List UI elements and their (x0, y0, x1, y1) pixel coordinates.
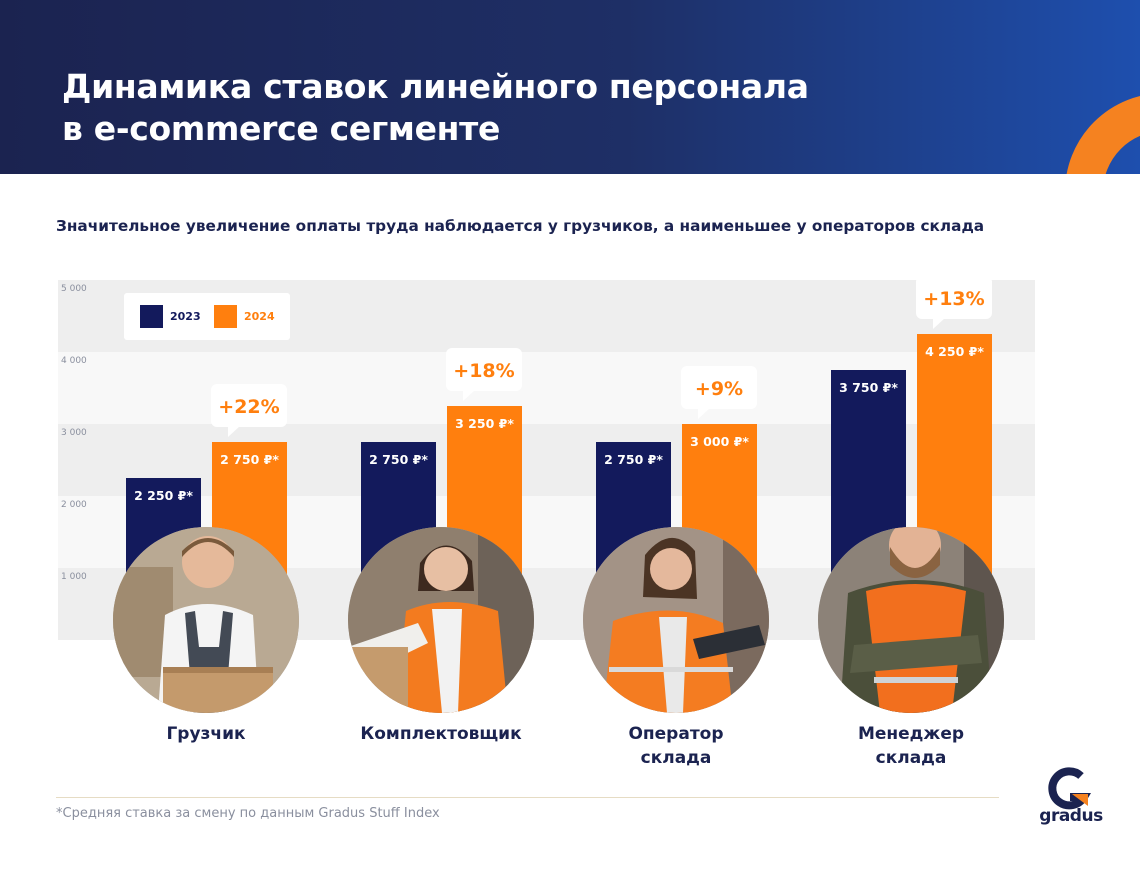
bar-value-label: 3 250 ₽* (455, 416, 514, 431)
role-label-line: Грузчик (166, 724, 246, 744)
chart-subtitle: Значительное увеличение оплаты труда наб… (56, 217, 985, 235)
role-label-menedzher: Менеджер склада (801, 722, 1021, 770)
change-label: +9% (695, 378, 743, 400)
change-callout-tail (463, 390, 475, 401)
page-title-line-2: в e-commerce сегменте (62, 109, 501, 148)
photo-komplektovshchik-icon (348, 527, 534, 713)
role-label-komplektovshchik: Комплектовщик (331, 722, 551, 746)
bar-value-label: 3 750 ₽* (839, 380, 898, 395)
legend-label-2023: 2023 (170, 310, 201, 323)
change-callout (916, 276, 992, 319)
legend-swatch-2024 (214, 305, 237, 328)
y-tick-label: 1 000 (61, 572, 87, 582)
legend-swatch-2023 (140, 305, 163, 328)
change-callout-tail (228, 426, 240, 437)
y-tick-label: 5 000 (61, 284, 87, 294)
y-tick-label: 2 000 (61, 500, 87, 510)
bar-value-label: 2 750 ₽* (220, 452, 279, 467)
role-label-operator: Оператор склада (566, 722, 786, 770)
gradus-logo-wordmark: gradus (1039, 806, 1103, 826)
change-label: +13% (923, 288, 984, 310)
change-label: +18% (453, 360, 514, 382)
change-callout-tail (933, 318, 945, 329)
page-title-line-1: Динамика ставок линейного персонала (62, 67, 809, 106)
role-label-line: склада (640, 748, 712, 768)
role-label-gruzchik: Грузчик (96, 722, 316, 746)
legend-label-2024: 2024 (244, 310, 275, 323)
bar-value-label: 2 250 ₽* (134, 488, 193, 503)
y-tick-label: 3 000 (61, 428, 87, 438)
change-callout (211, 384, 287, 427)
bar-value-label: 4 250 ₽* (925, 344, 984, 359)
footer-divider (56, 797, 999, 798)
photo-gruzchik-icon (113, 527, 299, 713)
y-tick-label: 4 000 (61, 356, 87, 366)
role-label-line: Комплектовщик (360, 724, 522, 744)
photo-operator-icon (583, 527, 769, 713)
bar-value-label: 2 750 ₽* (604, 452, 663, 467)
page-title: Динамика ставок линейного персонала в e-… (62, 66, 809, 150)
role-label-line: Оператор (628, 724, 724, 744)
photo-menedzher-icon (818, 527, 1004, 713)
change-callout-tail (698, 408, 710, 419)
change-callout (446, 348, 522, 391)
role-label-line: Менеджер (857, 724, 965, 744)
bar-value-label: 2 750 ₽* (369, 452, 428, 467)
bar-value-label: 3 000 ₽* (690, 434, 749, 449)
change-label: +22% (218, 396, 279, 418)
footnote: *Средняя ставка за смену по данным Gradu… (56, 806, 440, 821)
header-banner: Динамика ставок линейного персонала в e-… (0, 0, 1140, 174)
chart-legend: 2023 2024 (124, 293, 290, 340)
gradus-logo-icon (1048, 767, 1092, 810)
role-label-line: склада (875, 748, 947, 768)
change-callout (681, 366, 757, 409)
